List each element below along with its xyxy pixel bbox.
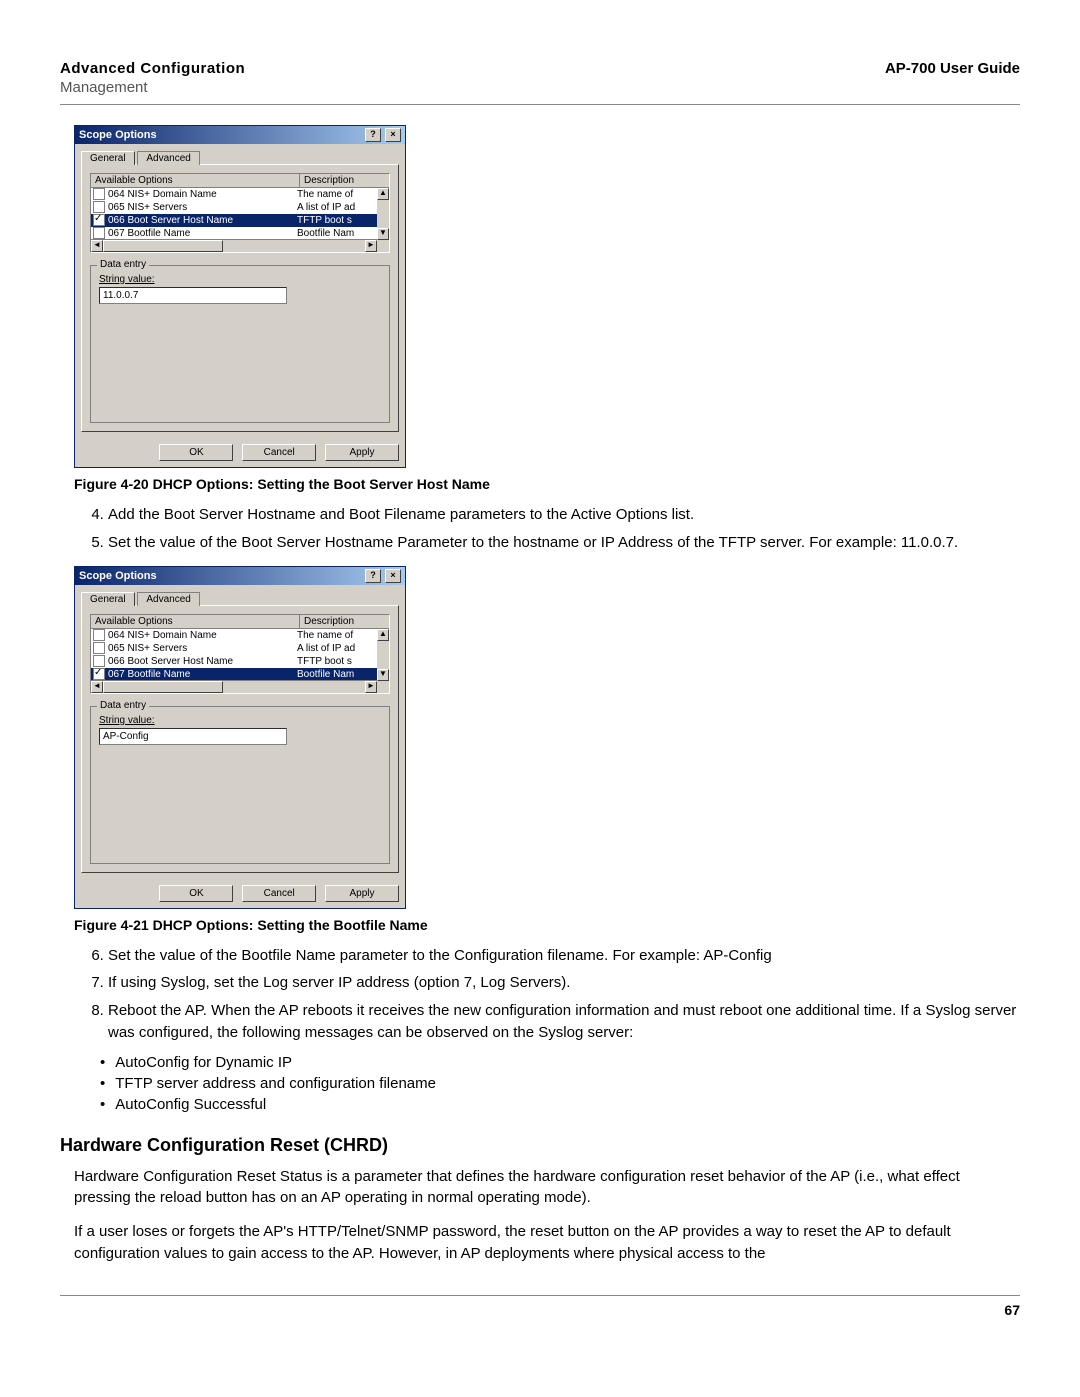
apply-button[interactable]: Apply (325, 444, 399, 461)
body-paragraph-1: Hardware Configuration Reset Status is a… (74, 1166, 1020, 1210)
steps-list-2: Set the value of the Bootfile Name param… (80, 945, 1020, 1044)
option-row[interactable]: 064 NIS+ Domain Name The name of (91, 629, 389, 642)
figure-caption-2: Figure 4-21 DHCP Options: Setting the Bo… (74, 917, 1020, 933)
checkbox[interactable] (93, 668, 105, 680)
step-5: Set the value of the Boot Server Hostnam… (108, 532, 1020, 554)
help-icon[interactable]: ? (365, 569, 381, 583)
footer-divider (60, 1295, 1020, 1296)
option-row[interactable]: 066 Boot Server Host Name TFTP boot s (91, 655, 389, 668)
header-subtitle: Management (60, 79, 1020, 96)
vertical-scrollbar[interactable]: ▲▼ (377, 188, 389, 240)
cancel-button[interactable]: Cancel (242, 885, 316, 902)
checkbox[interactable] (93, 655, 105, 667)
header-divider (60, 104, 1020, 105)
tab-advanced[interactable]: Advanced (137, 592, 199, 606)
string-value-input[interactable]: 11.0.0.7 (99, 287, 287, 304)
checkbox[interactable] (93, 227, 105, 239)
ok-button[interactable]: OK (159, 444, 233, 461)
option-row[interactable]: 065 NIS+ Servers A list of IP ad (91, 642, 389, 655)
checkbox[interactable] (93, 201, 105, 213)
vertical-scrollbar[interactable]: ▲▼ (377, 629, 389, 681)
checkbox[interactable] (93, 214, 105, 226)
column-description[interactable]: Description (300, 615, 389, 628)
checkbox[interactable] (93, 629, 105, 641)
tab-panel: Available Options Description 064 NIS+ D… (81, 164, 399, 432)
close-icon[interactable]: × (385, 128, 401, 142)
cancel-button[interactable]: Cancel (242, 444, 316, 461)
bullet-item: AutoConfig Successful (100, 1096, 1020, 1113)
tab-advanced[interactable]: Advanced (137, 151, 199, 165)
column-available[interactable]: Available Options (91, 615, 300, 628)
figure-caption-1: Figure 4-20 DHCP Options: Setting the Bo… (74, 476, 1020, 492)
step-4: Add the Boot Server Hostname and Boot Fi… (108, 504, 1020, 526)
checkbox[interactable] (93, 188, 105, 200)
groupbox-label: Data entry (97, 259, 149, 270)
titlebar: Scope Options ? × (75, 126, 405, 144)
bullet-item: AutoConfig for Dynamic IP (100, 1054, 1020, 1071)
tab-panel: Available Options Description 064 NIS+ D… (81, 605, 399, 873)
dialog-title: Scope Options (79, 129, 157, 141)
help-icon[interactable]: ? (365, 128, 381, 142)
horizontal-scrollbar[interactable]: ◄► (91, 680, 377, 693)
apply-button[interactable]: Apply (325, 885, 399, 902)
tab-general[interactable]: General (81, 151, 135, 165)
option-row[interactable]: 065 NIS+ Servers A list of IP ad (91, 201, 389, 214)
column-description[interactable]: Description (300, 174, 389, 187)
section-heading: Hardware Configuration Reset (CHRD) (60, 1135, 1020, 1156)
options-list[interactable]: Available Options Description 064 NIS+ D… (90, 614, 390, 694)
header-title: Advanced Configuration (60, 60, 245, 77)
steps-list-1: Add the Boot Server Hostname and Boot Fi… (80, 504, 1020, 554)
body-paragraph-2: If a user loses or forgets the AP's HTTP… (74, 1221, 1020, 1265)
bullet-item: TFTP server address and configuration fi… (100, 1075, 1020, 1092)
string-value-label: String value: (99, 274, 381, 285)
tab-general[interactable]: General (81, 592, 135, 606)
titlebar: Scope Options ? × (75, 567, 405, 585)
option-row[interactable]: 064 NIS+ Domain Name The name of (91, 188, 389, 201)
column-available[interactable]: Available Options (91, 174, 300, 187)
step-6: Set the value of the Bootfile Name param… (108, 945, 1020, 967)
data-entry-group: Data entry String value: AP-Config (90, 706, 390, 864)
step-8: Reboot the AP. When the AP reboots it re… (108, 1000, 1020, 1044)
page-number: 67 (60, 1302, 1020, 1318)
syslog-messages-list: AutoConfig for Dynamic IP TFTP server ad… (100, 1054, 1020, 1113)
scope-options-dialog-1: Scope Options ? × General Advanced Avail… (74, 125, 406, 468)
dialog-title: Scope Options (79, 570, 157, 582)
horizontal-scrollbar[interactable]: ◄► (91, 239, 377, 252)
close-icon[interactable]: × (385, 569, 401, 583)
data-entry-group: Data entry String value: 11.0.0.7 (90, 265, 390, 423)
scope-options-dialog-2: Scope Options ? × General Advanced Avail… (74, 566, 406, 909)
step-7: If using Syslog, set the Log server IP a… (108, 972, 1020, 994)
options-list[interactable]: Available Options Description 064 NIS+ D… (90, 173, 390, 253)
option-row[interactable]: 066 Boot Server Host Name TFTP boot s (91, 214, 389, 227)
groupbox-label: Data entry (97, 700, 149, 711)
ok-button[interactable]: OK (159, 885, 233, 902)
string-value-input[interactable]: AP-Config (99, 728, 287, 745)
string-value-label: String value: (99, 715, 381, 726)
header-guide: AP-700 User Guide (885, 60, 1020, 77)
checkbox[interactable] (93, 642, 105, 654)
